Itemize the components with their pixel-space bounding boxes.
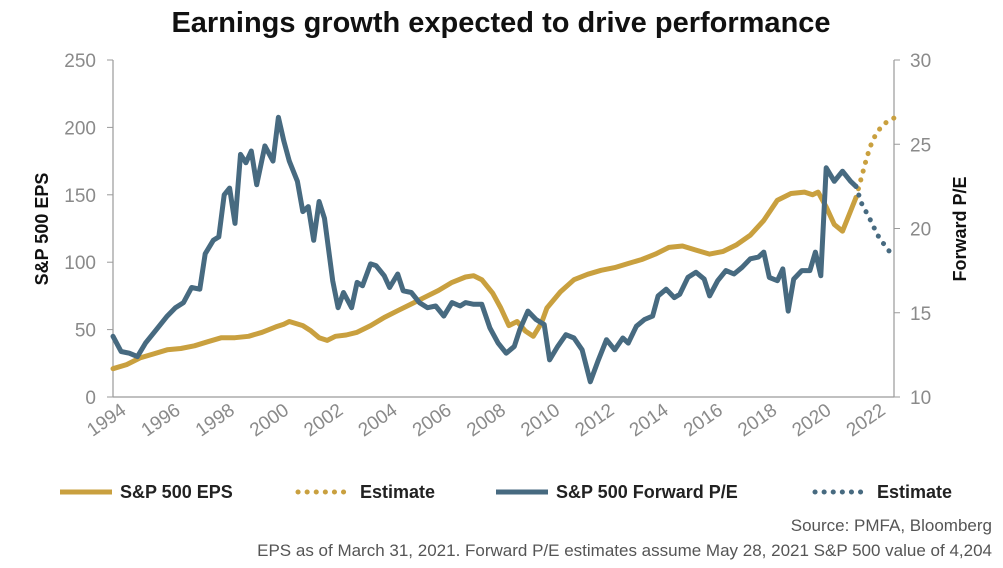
- right-tick-label: 10: [910, 388, 931, 409]
- x-tick-labels: 1994 1996 1998 2000 2002 2004 2006 2008 2010 2012…: [84, 400, 890, 442]
- series-layer: [110, 114, 897, 385]
- x-tick-label: 2004: [355, 400, 402, 442]
- right-tick-label: 30: [910, 51, 931, 72]
- right-tick-label: 15: [910, 304, 931, 325]
- legend-label-pe-estimate: Estimate: [877, 482, 952, 502]
- x-tick-label: 2022: [843, 400, 890, 441]
- footnote: EPS as of March 31, 2021. Forward P/E es…: [257, 541, 992, 560]
- series-line-eps: [110, 189, 859, 372]
- x-tick-label: 2006: [409, 400, 456, 441]
- left-tick-label: 250: [64, 51, 96, 72]
- x-tick-label: 2014: [626, 400, 673, 442]
- right-tick-label: 25: [910, 135, 931, 156]
- right-axis-label: Forward P/E: [950, 176, 970, 281]
- left-tick-label: 100: [64, 253, 96, 274]
- right-tick-label: 20: [910, 220, 931, 241]
- series-line-eps-estimate: [853, 115, 897, 200]
- x-tick-label: 2020: [789, 400, 836, 441]
- x-tick-label: 2010: [517, 400, 564, 441]
- x-tick-label: 2016: [680, 400, 727, 441]
- right-tick-labels: 10 15 20 25 30: [894, 51, 931, 409]
- left-tick-label: 150: [64, 186, 96, 207]
- left-tick-labels: 0 50 100 150 200 250: [64, 51, 113, 409]
- left-tick-label: 0: [85, 388, 96, 409]
- x-tick-label: 2008: [463, 400, 510, 441]
- x-tick-label: 2018: [734, 400, 781, 441]
- source-note: Source: PMFA, Bloomberg: [791, 516, 992, 535]
- chart-title: Earnings growth expected to drive perfor…: [171, 7, 830, 39]
- x-tick-label: 2012: [572, 400, 619, 441]
- x-tick-label: 2002: [300, 400, 347, 441]
- series-line-pe: [110, 114, 859, 385]
- legend-label-pe: S&P 500 Forward P/E: [556, 482, 738, 502]
- x-tick-label: 1998: [192, 400, 239, 441]
- legend-label-eps: S&P 500 EPS: [120, 482, 233, 502]
- x-tick-label: 1996: [138, 400, 185, 441]
- x-tick-label: 2000: [246, 400, 293, 441]
- series-line-pe-estimate: [853, 183, 897, 260]
- legend: S&P 500 EPS Estimate S&P 500 Forward P/E…: [60, 482, 952, 502]
- left-tick-label: 200: [64, 118, 96, 139]
- left-axis-label: S&P 500 EPS: [32, 173, 52, 286]
- legend-label-eps-estimate: Estimate: [360, 482, 435, 502]
- left-tick-label: 50: [75, 321, 96, 342]
